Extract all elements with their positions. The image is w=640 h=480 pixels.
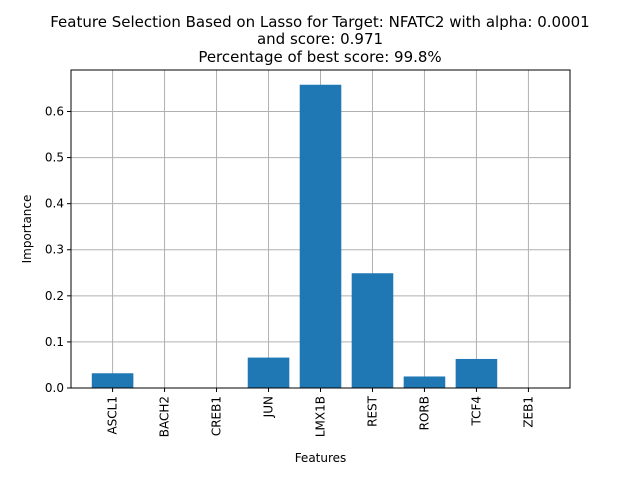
y-tick-label: 0.6 [45,104,64,118]
x-tick-label: ASCL1 [106,396,120,435]
y-axis-ticks: 0.0 0.1 0.2 0.3 0.4 0.5 0.6 [45,104,71,395]
bar-jun [247,357,290,388]
y-axis-label: Importance [20,195,34,264]
y-tick-label: 0.2 [45,289,64,303]
x-tick-label: CREB1 [210,396,224,436]
x-tick-label: JUN [262,396,276,418]
bar-tcf4 [455,358,498,388]
chart-title-line-2: and score: 0.971 [257,30,383,48]
bar-ascl1 [91,373,134,388]
chart-title-line-3: Percentage of best score: 99.8% [198,48,441,66]
bar-rorb [403,376,446,388]
y-tick-label: 0.5 [45,151,64,165]
x-tick-label: LMX1B [314,396,328,437]
chart-title: Feature Selection Based on Lasso for Tar… [50,13,589,66]
x-tick-label: BACH2 [158,396,172,437]
bar-lmx1b [299,84,342,388]
x-tick-label: REST [365,395,379,427]
x-tick-label: RORB [417,396,431,430]
bar-layer [91,84,498,388]
y-tick-label: 0.1 [45,335,64,349]
y-tick-label: 0.3 [45,243,64,257]
x-axis-ticks: ASCL1 BACH2 CREB1 JUN LMX1B REST RORB TCF4 ZEB1 [106,388,535,437]
x-tick-label: TCF4 [469,396,483,427]
y-tick-label: 0.0 [45,381,64,395]
x-axis-label: Features [295,451,347,465]
x-tick-label: ZEB1 [521,396,535,428]
y-tick-label: 0.4 [45,197,64,211]
chart-title-line-1: Feature Selection Based on Lasso for Tar… [50,13,589,31]
bar-rest [351,273,394,388]
